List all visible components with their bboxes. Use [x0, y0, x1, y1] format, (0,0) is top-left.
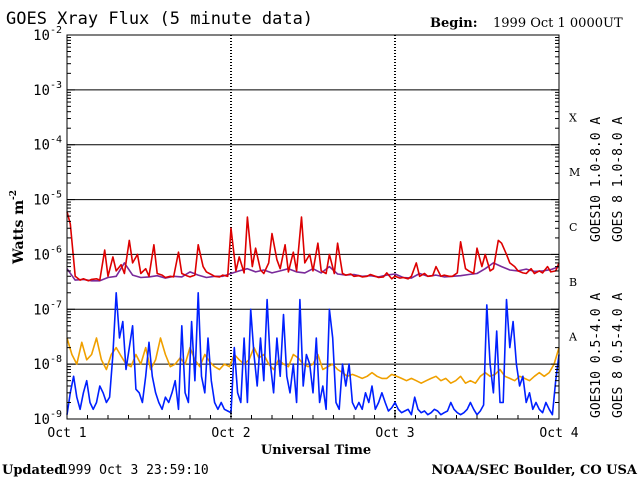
legend-goes10-long: GOES10 1.0-8.0 A: [589, 117, 604, 242]
footer-updated-value: 1999 Oct 3 23:59:10: [60, 463, 209, 478]
footer-credit: NOAA/SEC Boulder, CO USA: [431, 463, 638, 478]
y-tick-label-1: 10-3: [33, 80, 62, 99]
x-tick-label-0: Oct 1: [47, 426, 86, 441]
series-line-goes8-short: [66, 291, 560, 416]
legend-goes8-long: GOES 8 1.0-8.0 A: [611, 117, 626, 242]
x-tick-label-2: Oct 3: [375, 426, 414, 441]
begin-label: Begin:: [430, 16, 478, 31]
legend-goes8-short: GOES 8 0.5-4.0 A: [611, 293, 626, 418]
y-tick-label-6: 10-8: [33, 354, 62, 373]
y-tick-label-0: 10-2: [33, 25, 62, 44]
flare-class-X: X: [569, 111, 577, 124]
flare-class-M: M: [569, 166, 580, 179]
begin-value: 1999 Oct 1 0000UT: [493, 16, 623, 31]
chart-title: GOES Xray Flux (5 minute data): [6, 9, 313, 29]
y-axis-label: Watts m-2: [9, 190, 27, 265]
x-axis-label: Universal Time: [261, 443, 371, 458]
chart-legend: GOES10 1.0-8.0 A GOES 8 1.0-8.0 A GOES10…: [589, 117, 626, 418]
y-tick-label-3: 10-5: [33, 190, 62, 209]
y-tick-label-2: 10-4: [33, 135, 62, 154]
flare-class-labels: X M C B A: [568, 111, 580, 343]
day-dividers: [230, 35, 396, 419]
x-tick-label-1: Oct 2: [211, 426, 250, 441]
y-tick-label-4: 10-6: [33, 244, 62, 263]
x-axis-ticks: Oct 1 Oct 2 Oct 3 Oct 4: [47, 411, 579, 441]
series-line-goes10-short: [66, 337, 560, 385]
x-tick-label-3: Oct 4: [539, 426, 578, 441]
legend-goes10-short: GOES10 0.5-4.0 A: [589, 293, 604, 418]
series-line-goes8-long: [66, 211, 560, 282]
flare-class-A: A: [568, 331, 578, 344]
flare-class-C: C: [569, 221, 577, 234]
flare-class-B: B: [569, 276, 577, 289]
y-axis-ticks: 10-2 10-3 10-4 10-5 10-6 10-7 10-8 10-9: [33, 25, 559, 428]
footer-updated-label: Updated: [2, 463, 63, 478]
series-layer: [66, 211, 560, 416]
y-tick-label-7: 10-9: [33, 409, 62, 428]
y-tick-label-5: 10-7: [33, 299, 62, 318]
